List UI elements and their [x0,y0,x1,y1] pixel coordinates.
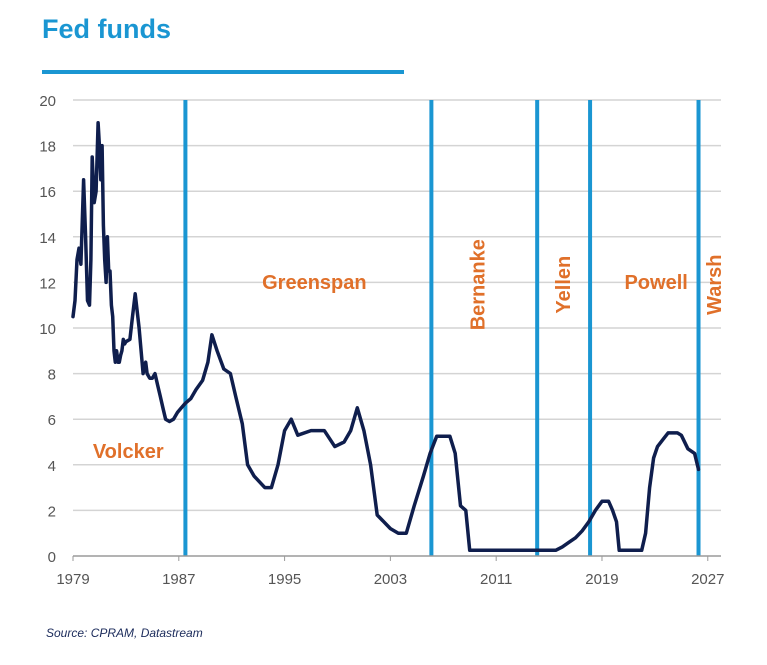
y-tick-label: 16 [39,184,56,201]
y-tick-label: 0 [48,549,56,566]
chair-label-yellen: Yellen [553,256,575,314]
x-tick-label: 2027 [691,571,724,588]
y-tick-label: 2 [48,503,56,520]
x-tick-label: 2011 [480,571,512,588]
fed-funds-series-line [71,121,701,553]
chair-label-bernanke: Bernanke [467,239,489,330]
y-tick-label: 12 [39,275,56,292]
x-tick-label: 1987 [162,571,195,588]
series-layer [71,121,701,553]
chair-label-volcker: Volcker [93,441,164,463]
x-tick-label: 1979 [56,571,89,588]
y-tick-label: 4 [48,458,56,475]
grid-layer [73,99,721,512]
chair-label-greenspan: Greenspan [262,272,366,294]
y-tick-label: 6 [48,412,56,429]
x-tick-label: 2003 [374,571,407,588]
chair-label-warsh: Warsh [704,255,726,315]
y-tick-label: 20 [39,93,56,110]
y-tick-label: 8 [48,367,56,384]
annotation-layer: Volcker Greenspan Bernanke Yellen Powell Wars… [93,239,726,463]
y-tick-label: 14 [39,230,56,247]
title-underline [42,70,404,74]
x-tick-label: 2019 [585,571,618,588]
x-tick-label: 1995 [268,571,301,588]
axis-layer: 0 2 4 6 8 10 12 14 16 18 20 1979 1987 1995 2003 2011 201… [39,93,724,588]
chair-label-powell: Powell [624,272,687,294]
y-tick-label: 18 [39,139,56,156]
source-note: Source: CPRAM, Datastream [46,626,203,640]
chart-title: Fed funds [42,14,171,44]
chair-divider-layer [183,100,701,556]
y-tick-label: 10 [39,321,56,338]
